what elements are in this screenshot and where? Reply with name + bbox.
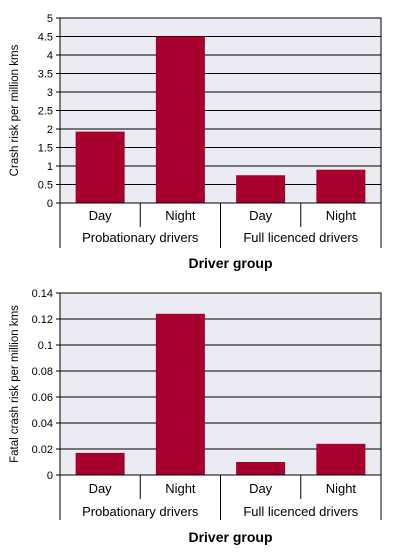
x-category-label: Day bbox=[249, 208, 273, 223]
y-axis-title: Fatal crash risk per million kms bbox=[9, 305, 21, 463]
y-tick-label: 0.5 bbox=[38, 180, 53, 192]
y-tick-label: 0.1 bbox=[38, 340, 53, 352]
bar-3 bbox=[236, 462, 286, 475]
bar-3 bbox=[236, 175, 286, 203]
x-axis-title: Driver group bbox=[188, 255, 272, 271]
x-group-label: Full licenced drivers bbox=[243, 230, 358, 245]
x-category-label: Night bbox=[326, 208, 357, 223]
y-tick-label: 2.5 bbox=[38, 106, 53, 118]
y-tick-label: 1 bbox=[47, 161, 53, 173]
bar-4 bbox=[316, 169, 366, 203]
bar-2 bbox=[155, 313, 205, 475]
x-category-label: Day bbox=[89, 481, 113, 496]
x-category-label: Night bbox=[165, 208, 196, 223]
y-tick-label: 3 bbox=[47, 87, 53, 99]
x-group-label: Probationary drivers bbox=[82, 504, 199, 519]
y-tick-label: 4.5 bbox=[38, 32, 53, 44]
y-tick-label: 0.08 bbox=[32, 366, 53, 378]
bar-4 bbox=[316, 443, 366, 475]
x-group-label: Full licenced drivers bbox=[243, 504, 358, 519]
y-tick-label: 0.14 bbox=[32, 288, 53, 300]
y-tick-label: 0.02 bbox=[32, 444, 53, 456]
y-tick-label: 2 bbox=[47, 124, 53, 136]
x-category-label: Day bbox=[249, 481, 273, 496]
bar-1 bbox=[75, 452, 125, 475]
y-tick-label: 5 bbox=[47, 13, 53, 25]
y-tick-label: 0 bbox=[47, 198, 53, 210]
y-tick-label: 3.5 bbox=[38, 69, 53, 81]
x-category-label: Day bbox=[89, 208, 113, 223]
y-tick-label: 0.12 bbox=[32, 314, 53, 326]
bar-2 bbox=[155, 36, 205, 203]
x-category-label: Night bbox=[326, 481, 357, 496]
y-tick-label: 0 bbox=[47, 470, 53, 482]
bar-1 bbox=[75, 131, 125, 203]
x-axis-title: Driver group bbox=[188, 529, 272, 545]
y-tick-label: 0.04 bbox=[32, 418, 53, 430]
y-tick-label: 4 bbox=[47, 50, 53, 62]
x-category-label: Night bbox=[165, 481, 196, 496]
y-axis-title: Crash risk per million kms bbox=[9, 44, 21, 176]
x-group-label: Probationary drivers bbox=[82, 230, 199, 245]
y-tick-label: 0.06 bbox=[32, 392, 53, 404]
y-tick-label: 1.5 bbox=[38, 143, 53, 155]
